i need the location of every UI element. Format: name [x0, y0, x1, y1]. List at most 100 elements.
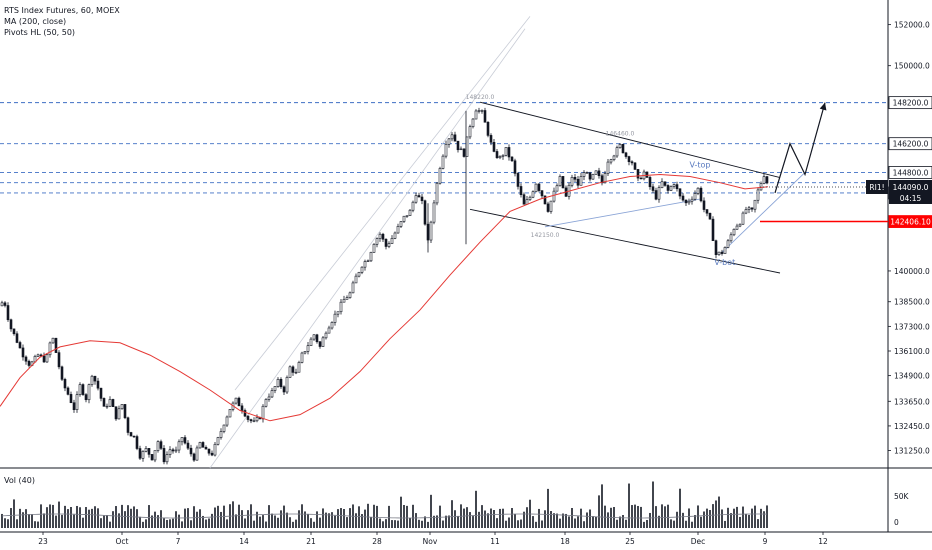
- candle: [441, 154, 445, 170]
- candle-body-down: [639, 177, 643, 180]
- candle-body-up: [396, 226, 400, 234]
- candle-body-down: [207, 448, 211, 454]
- candle-body-down: [21, 347, 25, 358]
- candle-body-up: [555, 185, 559, 192]
- candle-body-up: [144, 448, 148, 452]
- time-tick-label: 12: [818, 537, 828, 546]
- candle-body-down: [81, 384, 85, 395]
- candle-body-up: [405, 215, 409, 217]
- candle: [723, 246, 727, 254]
- legend-pivots: Pivots HL (50, 50): [4, 28, 76, 37]
- candle: [177, 439, 181, 454]
- candle-body-down: [60, 366, 64, 380]
- candle-body-down: [102, 398, 106, 407]
- candle-body-down: [666, 185, 670, 191]
- candle-body-down: [519, 186, 523, 195]
- candle: [549, 200, 553, 214]
- candle: [627, 155, 631, 166]
- candle: [225, 415, 229, 427]
- candle-body-up: [444, 143, 448, 157]
- candle: [546, 201, 550, 213]
- candle-body-down: [714, 240, 718, 255]
- candle-body-up: [738, 223, 742, 227]
- candle: [588, 171, 592, 182]
- candle-body-down: [453, 134, 457, 142]
- candle: [78, 382, 82, 397]
- ascending-channel-lower: [209, 28, 526, 469]
- candle: [378, 232, 382, 242]
- candle: [96, 377, 100, 391]
- candle-body-down: [171, 449, 175, 452]
- candle-body-up: [450, 134, 454, 140]
- candle: [621, 143, 625, 154]
- candle-body-down: [708, 212, 712, 220]
- candle-body-up: [330, 322, 334, 329]
- candle-body-up: [531, 191, 535, 198]
- candle: [318, 340, 322, 349]
- candle-body-down: [201, 442, 205, 448]
- candle: [108, 396, 112, 408]
- candle: [159, 439, 163, 450]
- candle: [267, 393, 271, 402]
- candle: [51, 337, 55, 344]
- candle: [210, 450, 214, 457]
- candle: [315, 333, 319, 344]
- candle: [714, 239, 718, 259]
- candle: [414, 192, 418, 204]
- channels-layer: [209, 16, 806, 469]
- time-tick-label: 28: [372, 537, 382, 546]
- candle-body-up: [141, 451, 145, 459]
- candle: [285, 375, 289, 394]
- candle: [45, 353, 49, 363]
- candle: [747, 206, 751, 214]
- pivot-label: 146460.0: [606, 130, 635, 137]
- time-tick-label: Nov: [423, 537, 438, 546]
- candle: [651, 183, 655, 194]
- price-badge-text: 142406.10: [890, 218, 931, 227]
- candle: [624, 151, 628, 159]
- candle-body-down: [492, 142, 496, 152]
- candle: [75, 391, 79, 413]
- candle-body-down: [720, 251, 724, 254]
- price-tick-label: 137300.0: [894, 322, 930, 331]
- candle: [63, 377, 67, 392]
- candle-body-up: [480, 110, 484, 112]
- candle: [738, 223, 742, 228]
- candle-body-down: [237, 397, 241, 407]
- candle: [279, 377, 283, 389]
- candle-body-up: [156, 441, 160, 451]
- candle-body-up: [402, 215, 406, 222]
- levels-layer: [0, 102, 888, 223]
- candle-body-up: [294, 371, 298, 374]
- candle: [183, 435, 187, 445]
- candle: [345, 295, 349, 300]
- candle: [471, 118, 475, 129]
- candle-body-up: [312, 334, 316, 340]
- candle-body-up: [471, 118, 475, 127]
- candle: [678, 188, 682, 200]
- candle: [27, 359, 31, 368]
- candle: [570, 174, 574, 188]
- candle-body-up: [387, 243, 391, 247]
- candle-body-down: [183, 437, 187, 444]
- candle-body-up: [591, 173, 595, 180]
- candle-body-down: [663, 181, 667, 186]
- candle-body-up: [348, 292, 352, 298]
- time-axis[interactable]: 23 Oct 7 14 21 28 Nov 11 18 25 Dec 9 12: [38, 532, 828, 546]
- price-axis[interactable]: 152000.0 150000.0 148200.0 146200.0 144800.0…: [760, 21, 932, 456]
- candle: [15, 331, 19, 344]
- candle-body-down: [3, 302, 7, 306]
- candle-body-down: [630, 161, 634, 164]
- candle-body-down: [585, 172, 589, 174]
- candle-body-down: [111, 399, 115, 408]
- candle-body-up: [165, 454, 169, 463]
- candle: [705, 209, 709, 217]
- candle-body-up: [306, 345, 310, 352]
- candle: [57, 350, 61, 370]
- channel-lower-line: [469, 208, 781, 274]
- candle-body-down: [576, 178, 580, 186]
- candle: [585, 171, 589, 174]
- candle-body-up: [558, 176, 562, 187]
- countdown-timer: 04:15: [900, 194, 922, 203]
